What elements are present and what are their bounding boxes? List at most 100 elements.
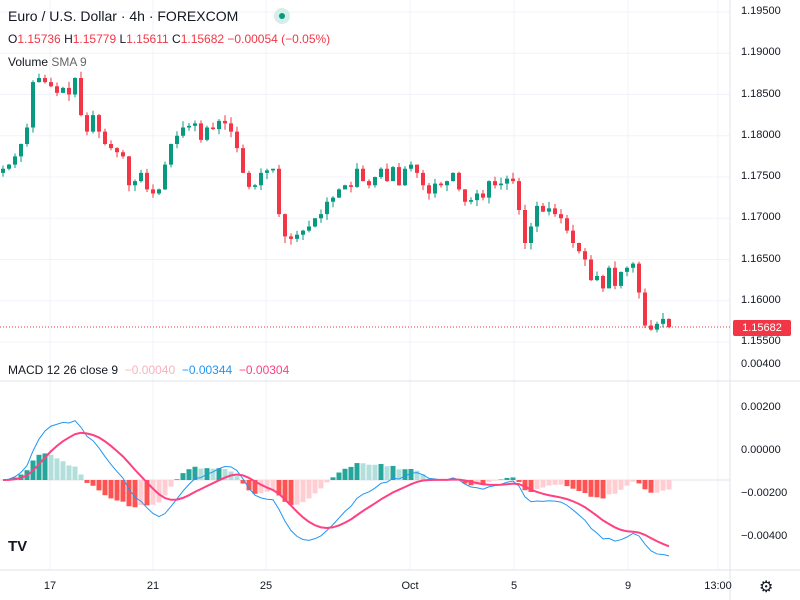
macd-axis-label: 0.00000	[741, 444, 781, 456]
high-label: H	[64, 32, 73, 46]
macd-histogram-bar	[366, 464, 372, 480]
candle-body	[529, 226, 533, 243]
macd-legend[interactable]: MACD 12 26 close 9 −0.00040 −0.00344 −0.…	[8, 363, 289, 377]
candle-body	[61, 87, 65, 93]
candle-body	[157, 189, 161, 194]
candle-body	[421, 172, 425, 186]
macd-histogram-bar	[630, 480, 636, 482]
candle-body	[403, 168, 407, 186]
candle-body	[511, 178, 515, 182]
macd-histogram-bar	[216, 468, 222, 480]
macd-histogram-bar	[654, 480, 660, 493]
candle-body	[415, 164, 419, 173]
candle-body	[439, 183, 443, 186]
macd-histogram-bar	[282, 480, 288, 502]
macd-histogram-bar	[324, 480, 330, 483]
macd-histogram-bar	[636, 480, 642, 484]
macd-histogram-bar	[660, 480, 666, 491]
macd-histogram-bar	[234, 476, 240, 480]
last-price-label: 1.15682	[733, 320, 791, 336]
macd-histogram-bar	[564, 480, 570, 487]
macd-histogram-bar	[294, 480, 300, 505]
macd-histogram-bar	[84, 480, 90, 483]
candle-body	[145, 172, 149, 190]
macd-histogram-bar	[48, 454, 54, 480]
macd-histogram-bar	[276, 480, 282, 496]
candle-body	[265, 170, 269, 173]
candle-body	[241, 148, 245, 173]
candle-body	[499, 183, 503, 186]
candle-body	[331, 197, 335, 202]
macd-histogram-bar	[162, 480, 168, 496]
candle-body	[655, 323, 659, 330]
candle-body	[409, 164, 413, 169]
candle-body	[433, 183, 437, 194]
macd-histogram-bar	[222, 469, 228, 480]
macd-histogram-bar	[558, 480, 564, 485]
candle-body	[109, 144, 113, 149]
candle-body	[565, 218, 569, 231]
macd-histogram-bar	[288, 480, 294, 505]
price-axis-label: 1.15500	[741, 335, 781, 347]
candle-body	[589, 259, 593, 281]
macd-histogram-bar	[156, 480, 162, 503]
candle-body	[313, 218, 317, 227]
tradingview-logo[interactable]: TV	[8, 538, 28, 555]
symbol-title[interactable]: Euro / U.S. Dollar · 4h · FOREXCOM	[8, 8, 239, 24]
macd-histogram-bar	[606, 480, 612, 495]
candle-body	[217, 120, 221, 130]
macd-histogram-bar	[348, 466, 354, 480]
candle-body	[625, 267, 629, 272]
candle-body	[343, 185, 347, 190]
close-label: C	[172, 32, 181, 46]
macd-histogram-bar	[180, 473, 186, 480]
candle-body	[541, 205, 545, 212]
close-value: 1.15682	[180, 32, 225, 46]
candle-body	[535, 205, 539, 227]
candle-body	[49, 82, 53, 87]
open-value: 1.15736	[17, 32, 61, 46]
candle-body	[235, 131, 239, 149]
macd-histogram-bar	[642, 480, 648, 490]
volume-legend[interactable]: Volume SMA 9	[8, 55, 87, 69]
open-label: O	[8, 32, 18, 46]
candle-body	[661, 318, 665, 324]
macd-histogram-bar	[126, 480, 132, 507]
macd-params: 12 26 close 9	[46, 363, 119, 377]
candle-body	[133, 181, 137, 186]
candle-body	[619, 271, 623, 286]
candle-body	[103, 131, 107, 144]
macd-histogram-bar	[108, 480, 114, 499]
macd-histogram-bar	[270, 480, 276, 490]
candle-body	[271, 168, 275, 171]
macd-histogram-bar	[114, 480, 120, 501]
time-axis-label: Oct	[401, 580, 419, 592]
candle-body	[319, 214, 323, 219]
macd-histogram-bar	[138, 480, 144, 506]
candle-body	[385, 168, 389, 182]
candle-body	[295, 234, 299, 239]
macd-histogram-bar	[588, 480, 594, 497]
macd-histogram-bar	[96, 480, 102, 491]
time-axis-label: 5	[510, 580, 518, 592]
candle-body	[481, 193, 485, 198]
candle-body	[649, 325, 653, 330]
candle-body	[205, 127, 209, 140]
candle-body	[283, 214, 287, 237]
signal-line	[2, 431, 670, 548]
macd-line	[2, 420, 670, 557]
macd-histogram-bar	[306, 480, 312, 499]
candle-body	[493, 181, 497, 186]
macd-histogram-bar	[132, 480, 138, 508]
macd-axis-label: −0.00200	[741, 487, 788, 499]
macd-histogram-bar	[522, 480, 528, 491]
candle-body	[223, 120, 227, 124]
macd-histogram-bar	[186, 469, 192, 480]
macd-histogram-bar	[546, 480, 552, 486]
settings-gear-icon[interactable]: ⚙	[759, 579, 774, 596]
macd-histogram-bar	[516, 480, 522, 483]
candle-body	[37, 78, 41, 83]
time-axis-label: 21	[146, 580, 160, 592]
macd-histogram-bar	[42, 453, 48, 480]
